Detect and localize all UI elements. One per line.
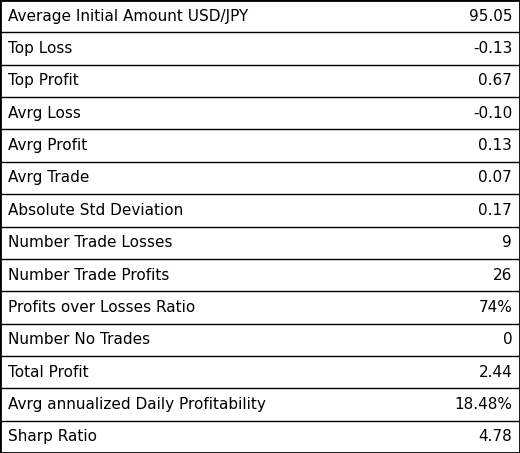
Text: Top Profit: Top Profit (8, 73, 79, 88)
Text: 26: 26 (493, 268, 512, 283)
Text: 0.67: 0.67 (478, 73, 512, 88)
Text: Absolute Std Deviation: Absolute Std Deviation (8, 203, 183, 218)
Text: 95.05: 95.05 (469, 9, 512, 24)
Text: -0.13: -0.13 (473, 41, 512, 56)
Text: 74%: 74% (478, 300, 512, 315)
Text: 0.13: 0.13 (478, 138, 512, 153)
Text: Profits over Losses Ratio: Profits over Losses Ratio (8, 300, 195, 315)
Text: 2.44: 2.44 (478, 365, 512, 380)
Text: Avrg Loss: Avrg Loss (8, 106, 81, 121)
Text: Sharp Ratio: Sharp Ratio (8, 429, 97, 444)
Text: Top Loss: Top Loss (8, 41, 72, 56)
Text: Number Trade Losses: Number Trade Losses (8, 235, 172, 250)
Text: 0.17: 0.17 (478, 203, 512, 218)
Text: 4.78: 4.78 (478, 429, 512, 444)
Text: Total Profit: Total Profit (8, 365, 88, 380)
Text: 0.07: 0.07 (478, 170, 512, 185)
Text: Avrg Profit: Avrg Profit (8, 138, 87, 153)
Text: Average Initial Amount USD/JPY: Average Initial Amount USD/JPY (8, 9, 248, 24)
Text: Avrg Trade: Avrg Trade (8, 170, 89, 185)
Text: 18.48%: 18.48% (454, 397, 512, 412)
Text: -0.10: -0.10 (473, 106, 512, 121)
Text: 9: 9 (502, 235, 512, 250)
Text: Number Trade Profits: Number Trade Profits (8, 268, 169, 283)
Text: 0: 0 (502, 332, 512, 347)
Text: Avrg annualized Daily Profitability: Avrg annualized Daily Profitability (8, 397, 266, 412)
Text: Number No Trades: Number No Trades (8, 332, 150, 347)
